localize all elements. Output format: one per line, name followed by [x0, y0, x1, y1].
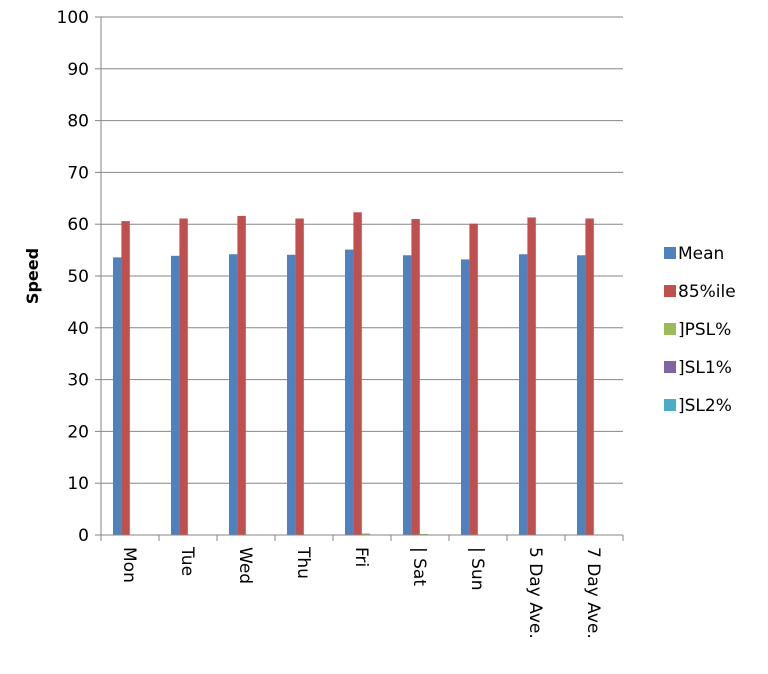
legend-swatch [664, 247, 676, 259]
x-tick-label: 7 Day Ave. [583, 547, 603, 639]
legend-swatch [664, 361, 676, 373]
x-tick-label: Wed [235, 547, 255, 584]
gridlines [101, 16, 623, 484]
x-tick-label: | Sun [467, 547, 487, 590]
y-tick-label: 100 [57, 8, 89, 28]
x-tick-label: Fri [351, 547, 371, 567]
bar-85ile-7 [527, 217, 536, 535]
bar-85ile-3 [295, 218, 304, 535]
bar-85ile-1 [179, 218, 188, 535]
x-tick-label: Thu [293, 546, 313, 579]
bar-mean-4 [345, 249, 354, 535]
bar-mean-6 [461, 259, 470, 535]
y-tick-label: 50 [67, 267, 89, 287]
bar-85ile-8 [585, 218, 594, 535]
x-tick-label: 5 Day Ave. [525, 547, 545, 639]
legend-swatch [664, 399, 676, 411]
bar-mean-1 [171, 255, 180, 535]
bar-psl-4 [361, 533, 371, 535]
legend-label: ]PSL% [678, 320, 731, 340]
x-axis-tick-labels: Mon Tue Wed Thu Fri | Sat | Sun 5 Day Ave. 7 Day… [119, 546, 603, 639]
bar-mean-7 [519, 254, 528, 535]
bars [113, 212, 594, 536]
bar-mean-2 [229, 254, 238, 535]
y-axis-tick-labels: 0 10 20 30 40 50 60 70 80 90 100 [57, 8, 89, 546]
x-tick-label: Mon [119, 547, 139, 583]
bar-mean-0 [113, 257, 122, 535]
bar-mean-3 [287, 254, 296, 535]
x-tick-label: Tue [177, 546, 197, 576]
bar-mean-5 [403, 255, 412, 535]
bar-psl-5 [419, 533, 429, 535]
legend-label: ]SL2% [678, 396, 732, 416]
bar-85ile-2 [237, 215, 246, 536]
y-tick-label: 30 [67, 371, 89, 391]
bar-mean-8 [577, 255, 586, 535]
y-tick-label: 40 [67, 319, 89, 339]
y-tick-label: 0 [78, 526, 89, 546]
y-tick-label: 10 [67, 474, 89, 494]
bar-85ile-0 [121, 221, 130, 536]
y-tick-label: 90 [67, 60, 89, 80]
bar-85ile-6 [469, 223, 478, 535]
y-tick-label: 70 [67, 163, 89, 183]
axes [95, 16, 624, 541]
y-tick-label: 20 [67, 422, 89, 442]
legend-label: ]SL1% [678, 358, 732, 378]
legend-swatch [664, 285, 676, 297]
y-tick-label: 80 [67, 112, 89, 132]
bar-85ile-4 [353, 212, 362, 535]
legend-swatch [664, 323, 676, 335]
legend-label: 85%ile [678, 282, 736, 302]
bar-85ile-5 [411, 219, 420, 535]
y-axis-label: Speed [23, 248, 42, 304]
legend: Mean 85%ile ]PSL% ]SL1% ]SL2% [664, 244, 736, 416]
x-tick-label: | Sat [409, 547, 429, 586]
legend-label: Mean [678, 244, 724, 264]
y-tick-label: 60 [67, 215, 89, 235]
